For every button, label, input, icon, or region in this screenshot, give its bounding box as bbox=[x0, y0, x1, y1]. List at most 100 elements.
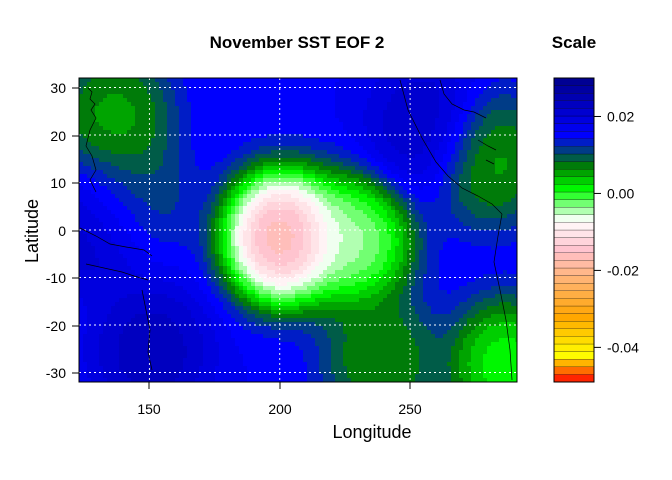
field-cell bbox=[175, 118, 180, 123]
field-cell bbox=[127, 230, 132, 235]
field-cell bbox=[191, 234, 196, 239]
field-cell bbox=[323, 350, 328, 355]
field-cell bbox=[187, 218, 192, 223]
field-cell bbox=[147, 194, 152, 199]
field-cell bbox=[147, 150, 152, 155]
field-cell bbox=[331, 282, 336, 287]
field-cell bbox=[127, 346, 132, 351]
field-cell bbox=[79, 94, 84, 99]
field-cell bbox=[99, 210, 104, 215]
field-cell bbox=[127, 314, 132, 319]
field-cell bbox=[215, 154, 220, 159]
field-cell bbox=[147, 314, 152, 319]
field-cell bbox=[239, 366, 244, 371]
field-cell bbox=[295, 262, 300, 267]
field-cell bbox=[163, 318, 168, 323]
field-cell bbox=[323, 382, 328, 387]
field-cell bbox=[195, 214, 200, 219]
field-cell bbox=[143, 162, 148, 167]
field-cell bbox=[99, 194, 104, 199]
field-cell bbox=[291, 158, 296, 163]
field-cell bbox=[135, 322, 140, 327]
field-cell bbox=[87, 290, 92, 295]
field-cell bbox=[311, 366, 316, 371]
field-cell bbox=[227, 326, 232, 331]
field-cell bbox=[147, 110, 152, 115]
field-cell bbox=[255, 186, 260, 191]
field-cell bbox=[283, 246, 288, 251]
field-cell bbox=[107, 378, 112, 382]
field-cell bbox=[275, 318, 280, 323]
field-cell bbox=[107, 382, 112, 387]
field-cell bbox=[239, 122, 244, 127]
field-cell bbox=[227, 150, 232, 155]
field-cell bbox=[199, 194, 204, 199]
field-cell bbox=[179, 250, 184, 255]
field-cell bbox=[155, 202, 160, 207]
field-cell bbox=[227, 126, 232, 131]
field-cell bbox=[167, 170, 172, 175]
field-cell bbox=[295, 258, 300, 263]
field-cell bbox=[311, 262, 316, 267]
field-cell bbox=[267, 114, 272, 119]
field-cell bbox=[331, 90, 336, 95]
field-cell bbox=[235, 286, 240, 291]
field-cell bbox=[115, 90, 120, 95]
field-cell bbox=[251, 294, 256, 299]
field-cell bbox=[327, 206, 332, 211]
field-cell bbox=[203, 162, 208, 167]
field-cell bbox=[287, 86, 292, 91]
field-cell bbox=[315, 286, 320, 291]
field-cell bbox=[207, 354, 212, 359]
field-cell bbox=[151, 378, 156, 382]
field-cell bbox=[191, 282, 196, 287]
field-cell bbox=[279, 374, 284, 379]
field-cell bbox=[295, 274, 300, 279]
field-cell bbox=[219, 186, 224, 191]
field-cell bbox=[127, 110, 132, 115]
field-cell bbox=[263, 146, 268, 151]
field-cell bbox=[223, 286, 228, 291]
field-cell bbox=[191, 130, 196, 135]
field-cell bbox=[243, 110, 248, 115]
field-cell bbox=[259, 346, 264, 351]
field-cell bbox=[327, 78, 332, 83]
field-cell bbox=[283, 378, 288, 382]
field-cell bbox=[215, 114, 220, 119]
field-cell bbox=[91, 110, 96, 115]
field-cell bbox=[303, 102, 308, 107]
field-cell bbox=[95, 170, 100, 175]
field-cell bbox=[335, 106, 340, 111]
field-cell bbox=[271, 126, 276, 131]
field-cell bbox=[199, 346, 204, 351]
field-cell bbox=[279, 142, 284, 147]
field-cell bbox=[291, 254, 296, 259]
field-cell bbox=[139, 326, 144, 331]
field-cell bbox=[219, 182, 224, 187]
field-cell bbox=[155, 182, 160, 187]
field-cell bbox=[171, 270, 176, 275]
field-cell bbox=[223, 350, 228, 355]
field-cell bbox=[263, 154, 268, 159]
field-cell bbox=[295, 110, 300, 115]
field-cell bbox=[231, 222, 236, 227]
field-cell bbox=[139, 306, 144, 311]
field-cell bbox=[215, 142, 220, 147]
field-cell bbox=[211, 286, 216, 291]
field-cell bbox=[171, 142, 176, 147]
field-cell bbox=[151, 138, 156, 143]
field-cell bbox=[143, 158, 148, 163]
field-cell bbox=[311, 282, 316, 287]
field-cell bbox=[335, 214, 340, 219]
field-cell bbox=[163, 130, 168, 135]
field-cell bbox=[79, 186, 84, 191]
field-cell bbox=[239, 126, 244, 131]
field-cell bbox=[215, 278, 220, 283]
field-cell bbox=[119, 94, 124, 99]
field-cell bbox=[327, 342, 332, 347]
field-cell bbox=[123, 350, 128, 355]
field-cell bbox=[155, 166, 160, 171]
field-cell bbox=[255, 122, 260, 127]
field-cell bbox=[119, 170, 124, 175]
field-cell bbox=[159, 374, 164, 379]
